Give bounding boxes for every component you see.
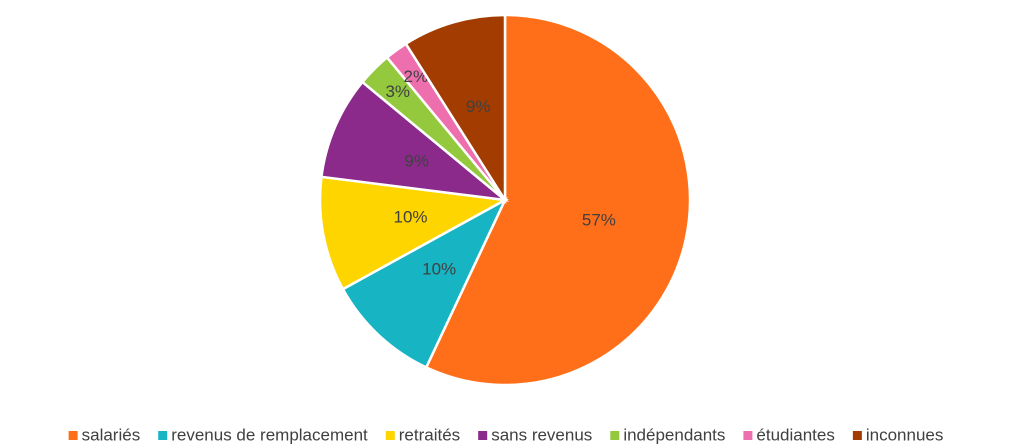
legend-marker	[68, 431, 78, 440]
legend-marker	[610, 431, 620, 440]
legend-marker	[478, 431, 488, 440]
legend-marker	[385, 431, 395, 440]
legend-marker	[158, 431, 168, 440]
data-label: 10%	[422, 260, 456, 279]
legend-label: indépendants	[623, 425, 725, 444]
data-label: 3%	[385, 82, 410, 101]
legend-label: inconnues	[866, 425, 944, 444]
pie-slice	[320, 80, 510, 202]
data-label: 9%	[404, 151, 429, 170]
legend-label: sans revenus	[491, 425, 592, 444]
pie-slice	[404, 13, 507, 205]
data-label: 10%	[393, 208, 427, 227]
legend-marker	[852, 431, 862, 440]
pie-slice	[318, 175, 509, 291]
legend-label: étudiantes	[756, 425, 834, 444]
pie-slice	[424, 13, 692, 387]
data-label: 57%	[582, 210, 616, 229]
legend-label: revenus de remplacement	[171, 425, 368, 444]
data-label: 9%	[466, 97, 491, 116]
pie-slice	[341, 197, 508, 370]
legend-marker	[743, 431, 753, 440]
legend-label: retraités	[399, 425, 460, 444]
legend-label: salariés	[82, 425, 141, 444]
